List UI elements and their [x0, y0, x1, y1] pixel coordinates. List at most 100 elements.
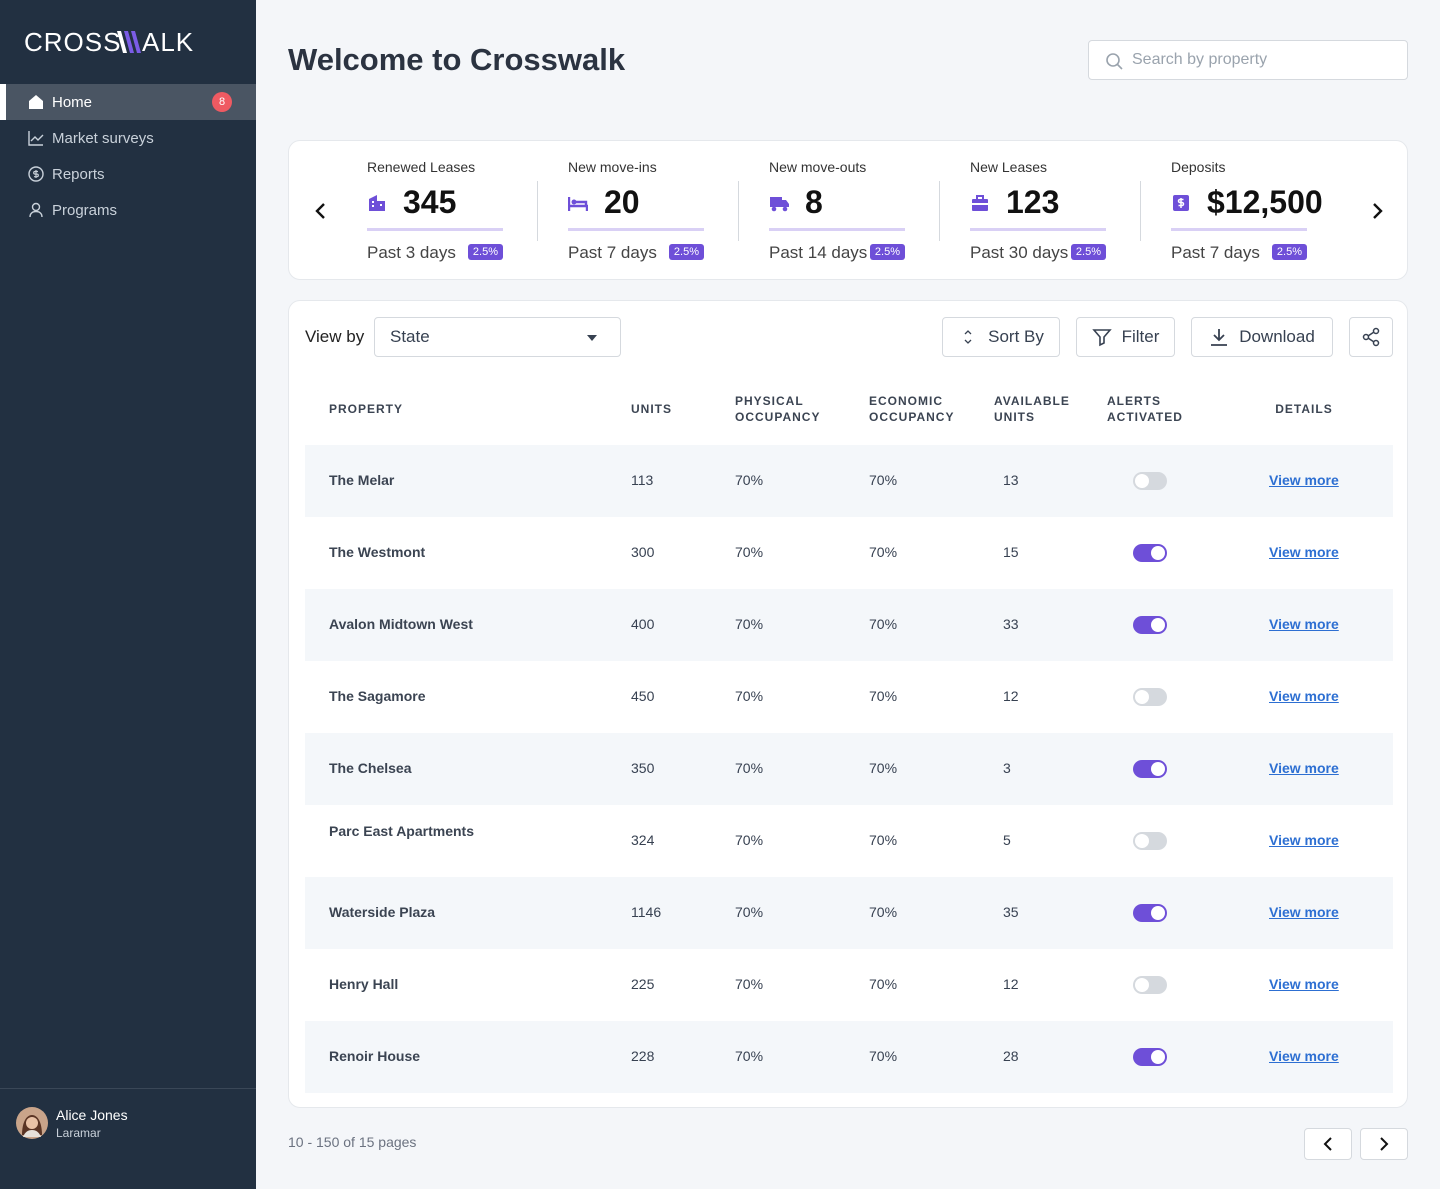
stat-icon-shape: [976, 195, 984, 199]
stat-period: Past 3 days: [367, 243, 456, 262]
page-next[interactable]: [1360, 1128, 1408, 1160]
view-by-value: State: [390, 327, 430, 346]
alert-toggle[interactable]: [1133, 1048, 1167, 1066]
units: 400: [631, 616, 655, 632]
stat-value: 8: [805, 184, 823, 220]
user-org: Laramar: [56, 1126, 101, 1140]
stat-value: $12,500: [1207, 184, 1323, 220]
units: 225: [631, 976, 655, 992]
page-title: Welcome to Crosswalk: [288, 42, 626, 77]
sort-button-icon-shape: [964, 330, 972, 344]
nav-item[interactable]: Reports: [0, 156, 256, 192]
alert-toggle[interactable]: [1133, 976, 1167, 994]
units: 228: [631, 1048, 655, 1064]
nav-icon-shape: [29, 95, 43, 109]
table-card: View by State Sort By Filter Download PROPERT…: [288, 300, 1408, 1108]
nav-icon: [29, 95, 43, 109]
share-button[interactable]: [1349, 317, 1393, 357]
property-name: The Melar: [329, 472, 395, 488]
sidebar-divider: [0, 1088, 256, 1089]
stats-prev[interactable]: [313, 201, 329, 221]
stat-icon-shape: [372, 201, 374, 203]
view-more-link[interactable]: View more: [1269, 904, 1339, 920]
share-button-icon: [1362, 327, 1380, 347]
alert-toggle[interactable]: [1133, 472, 1167, 490]
property-name: Waterside Plaza: [329, 904, 436, 920]
view-more-link[interactable]: View more: [1269, 688, 1339, 704]
nav-item[interactable]: Programs: [0, 192, 256, 228]
nav-item[interactable]: Market surveys: [0, 120, 256, 156]
share-button-icon-shape: [1372, 327, 1380, 335]
table-row: The Westmont 300 70% 70% 15 View more: [305, 517, 1393, 589]
page-prev-icon-shape: [1323, 1137, 1332, 1151]
stat-underline: [1171, 228, 1307, 231]
alert-toggle[interactable]: [1133, 832, 1167, 850]
economic-occupancy: 70%: [869, 688, 898, 704]
available-units: 33: [1003, 616, 1019, 632]
stats-next-shape: [1373, 203, 1383, 219]
alert-toggle[interactable]: [1133, 544, 1167, 562]
physical-occupancy: 70%: [735, 472, 764, 488]
nav-icon-shape: [28, 166, 44, 182]
view-more-link[interactable]: View more: [1269, 1048, 1339, 1064]
stat-period: Past 14 days: [769, 243, 868, 262]
page-prev[interactable]: [1304, 1128, 1352, 1160]
table-row: Avalon Midtown West 400 70% 70% 33 View more: [305, 589, 1393, 661]
alert-toggle[interactable]: [1133, 760, 1167, 778]
nav-label: Home: [52, 93, 93, 111]
share-button-icon-shape: [1367, 331, 1375, 343]
available-units: 13: [1003, 472, 1019, 488]
view-more-link[interactable]: View more: [1269, 616, 1339, 632]
avatar: [16, 1107, 48, 1139]
alert-toggle[interactable]: [1133, 616, 1167, 634]
stat-icon-shape: [372, 205, 374, 207]
economic-occupancy: 70%: [869, 616, 898, 632]
stat-icon: [770, 197, 789, 212]
sort-button[interactable]: Sort By: [942, 317, 1060, 357]
alert-toggle[interactable]: [1133, 904, 1167, 922]
download-button[interactable]: Download: [1191, 317, 1333, 357]
view-more-link[interactable]: View more: [1269, 832, 1339, 848]
stat-icon-shape: [369, 195, 385, 211]
nav-item[interactable]: Home 8: [0, 84, 256, 120]
view-more-link[interactable]: View more: [1269, 976, 1339, 992]
units: 113: [631, 472, 654, 488]
toggle-knob: [1151, 618, 1165, 632]
stats-card: Renewed Leases 345 Past 3 days 2.5% New move…: [288, 140, 1408, 280]
filter-button[interactable]: Filter: [1076, 317, 1175, 357]
stats-next[interactable]: [1369, 201, 1385, 221]
view-more-link[interactable]: View more: [1269, 472, 1339, 488]
view-by-label: View by: [305, 327, 365, 346]
user-name: Alice Jones: [56, 1107, 128, 1123]
search-icon-shape: [1106, 53, 1120, 67]
nav-icon: [28, 166, 44, 182]
dropdown-caret-shape: [587, 335, 597, 341]
physical-occupancy: 70%: [735, 832, 764, 848]
column-header: DETAILS: [1275, 402, 1333, 416]
stat-icon-shape: [972, 203, 988, 205]
property-name: Henry Hall: [329, 976, 399, 992]
physical-occupancy: 70%: [735, 544, 764, 560]
physical-occupancy: 70%: [735, 688, 764, 704]
stat-icon-shape: [1177, 198, 1185, 208]
stat-underline: [568, 228, 704, 231]
search-box[interactable]: Search by property: [1088, 40, 1408, 80]
property-name: Avalon Midtown West: [329, 616, 473, 632]
nav-label: Programs: [52, 201, 118, 219]
toggle-knob: [1151, 1050, 1165, 1064]
stat: Renewed Leases 345 Past 3 days 2.5%: [367, 141, 531, 281]
stat-change: 2.5%: [467, 244, 503, 260]
stat-value: 20: [604, 184, 640, 220]
stat-icon-shape: [771, 206, 777, 212]
view-more-link[interactable]: View more: [1269, 544, 1339, 560]
alert-toggle[interactable]: [1133, 688, 1167, 706]
share-button-icon-shape: [1372, 339, 1380, 347]
view-by-select[interactable]: State: [374, 317, 621, 357]
available-units: 12: [1003, 688, 1019, 704]
logo-mark: [117, 31, 141, 53]
view-more-link[interactable]: View more: [1269, 760, 1339, 776]
stat-period: Past 7 days: [1171, 243, 1260, 262]
column-header: PROPERTY: [329, 402, 404, 416]
units: 300: [631, 544, 655, 560]
